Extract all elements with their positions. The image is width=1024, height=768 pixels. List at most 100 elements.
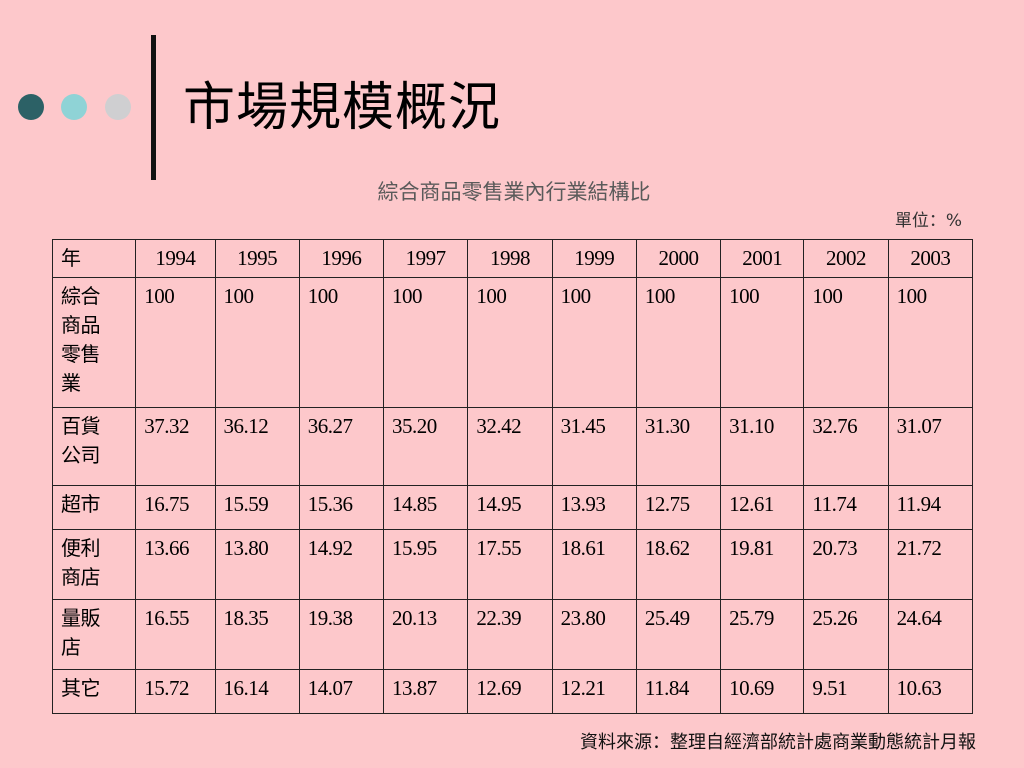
row-label-line: 量販 <box>61 606 101 630</box>
row-label-line: 綜合 <box>61 284 101 308</box>
value-cell: 19.38 <box>298 599 385 670</box>
value-cell: 11.74 <box>803 485 889 530</box>
table-caption: 綜合商品零售業內行業結構比 <box>377 180 651 204</box>
page-title: 市場規模概況 <box>183 78 502 138</box>
value-cell: 12.61 <box>720 485 805 530</box>
value-cell: 31.30 <box>635 407 722 486</box>
value-cell: 100 <box>298 277 385 408</box>
row-label: 量販店 <box>51 599 137 670</box>
dot-gray-icon <box>105 94 131 120</box>
value-cell: 13.80 <box>214 529 300 600</box>
value-cell: 12.75 <box>635 485 722 530</box>
value-cell: 17.55 <box>467 529 553 600</box>
year-cell: 2000 <box>635 239 722 278</box>
value-cell: 12.21 <box>551 669 637 714</box>
table-row: 百貨 公司 37.32 36.12 36.27 35.20 32.42 31.45 31.30 3… <box>51 407 974 486</box>
market-structure-table: 年 1994 1995 1996 1997 1998 1999 2000 2001 2002 20… <box>51 239 974 714</box>
value-cell: 11.84 <box>635 669 722 714</box>
row-label-line: 商店 <box>61 565 101 589</box>
row-label: 百貨 公司 <box>51 407 137 486</box>
table-row: 綜合 商品 零售業 100 100 100 100 100 100 100 100 100 100 <box>51 277 974 408</box>
value-cell: 100 <box>887 277 974 408</box>
value-cell: 100 <box>635 277 722 408</box>
value-cell: 16.14 <box>214 669 300 714</box>
table-row: 量販店 16.55 18.35 19.38 20.13 22.39 23.80 25.49 25… <box>51 599 974 670</box>
row-label-line: 便利 <box>61 536 101 560</box>
row-label-line: 公司 <box>61 443 101 467</box>
year-cell: 1994 <box>135 239 216 278</box>
value-cell: 15.59 <box>214 485 300 530</box>
row-label-line: 超市 <box>61 492 101 516</box>
table-row: 超市 16.75 15.59 15.36 14.85 14.95 13.93 12.75 12.… <box>51 485 974 530</box>
year-cell: 2001 <box>720 239 805 278</box>
value-cell: 12.69 <box>467 669 553 714</box>
value-cell: 100 <box>551 277 637 408</box>
table-row: 其它 15.72 16.14 14.07 13.87 12.69 12.21 11.84 10.… <box>51 669 974 714</box>
row-label-line: 店 <box>61 635 81 659</box>
dot-light-icon <box>61 94 87 120</box>
value-cell: 14.92 <box>298 529 385 600</box>
value-cell: 22.39 <box>467 599 553 670</box>
value-cell: 15.95 <box>383 529 469 600</box>
value-cell: 31.07 <box>887 407 974 486</box>
unit-label: 單位：% <box>894 211 962 231</box>
year-header: 年 <box>51 239 137 278</box>
value-cell: 23.80 <box>551 599 637 670</box>
value-cell: 32.76 <box>803 407 889 486</box>
value-cell: 25.49 <box>635 599 722 670</box>
value-cell: 16.55 <box>135 599 216 670</box>
value-cell: 10.63 <box>887 669 974 714</box>
value-cell: 35.20 <box>383 407 469 486</box>
row-label-line: 業 <box>61 371 81 395</box>
dot-dark-icon <box>18 94 44 120</box>
value-cell: 18.62 <box>635 529 722 600</box>
value-cell: 20.73 <box>803 529 889 600</box>
year-cell: 1996 <box>298 239 385 278</box>
value-cell: 13.93 <box>551 485 637 530</box>
value-cell: 15.72 <box>135 669 216 714</box>
value-cell: 9.51 <box>803 669 889 714</box>
value-cell: 14.07 <box>298 669 385 714</box>
value-cell: 14.85 <box>383 485 469 530</box>
value-cell: 13.66 <box>135 529 216 600</box>
value-cell: 11.94 <box>887 485 974 530</box>
value-cell: 20.13 <box>383 599 469 670</box>
year-cell: 2003 <box>887 239 974 278</box>
title-divider <box>151 35 156 180</box>
value-cell: 100 <box>720 277 805 408</box>
value-cell: 100 <box>214 277 300 408</box>
row-label: 便利 商店 <box>51 529 137 600</box>
value-cell: 31.10 <box>720 407 805 486</box>
value-cell: 100 <box>803 277 889 408</box>
year-cell: 1997 <box>383 239 469 278</box>
value-cell: 25.26 <box>803 599 889 670</box>
year-cell: 1998 <box>467 239 553 278</box>
value-cell: 36.12 <box>214 407 300 486</box>
value-cell: 18.61 <box>551 529 637 600</box>
value-cell: 100 <box>383 277 469 408</box>
value-cell: 36.27 <box>298 407 385 486</box>
value-cell: 31.45 <box>551 407 637 486</box>
table-header-row: 年 1994 1995 1996 1997 1998 1999 2000 2001 2002 20… <box>51 239 974 278</box>
value-cell: 32.42 <box>467 407 553 486</box>
row-label: 綜合 商品 零售業 <box>51 277 137 408</box>
value-cell: 25.79 <box>720 599 805 670</box>
value-cell: 15.36 <box>298 485 385 530</box>
value-cell: 100 <box>467 277 553 408</box>
value-cell: 16.75 <box>135 485 216 530</box>
year-cell: 1995 <box>214 239 300 278</box>
value-cell: 37.32 <box>135 407 216 486</box>
row-label-line: 商品 <box>61 313 101 337</box>
value-cell: 21.72 <box>887 529 974 600</box>
value-cell: 14.95 <box>467 485 553 530</box>
value-cell: 10.69 <box>720 669 805 714</box>
row-label: 其它 <box>51 669 137 714</box>
row-label-line: 零售 <box>61 342 101 366</box>
table-row: 便利 商店 13.66 13.80 14.92 15.95 17.55 18.61 18.62 1… <box>51 529 974 600</box>
value-cell: 13.87 <box>383 669 469 714</box>
year-cell: 2002 <box>803 239 889 278</box>
year-cell: 1999 <box>551 239 637 278</box>
row-label: 超市 <box>51 485 137 530</box>
source-note: 資料來源：整理自經濟部統計處商業動態統計月報 <box>580 732 976 753</box>
value-cell: 100 <box>135 277 216 408</box>
